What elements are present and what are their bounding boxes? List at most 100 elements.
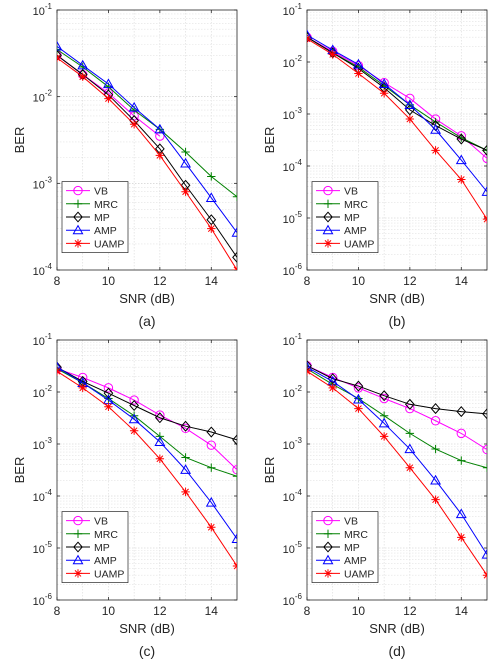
- axes-box: [306, 9, 488, 271]
- legend-label-amp: AMP: [344, 225, 367, 237]
- y-tick-label: 10-2: [283, 54, 303, 70]
- data-point-uamp: [379, 89, 389, 98]
- chart-panel-d: 8 10 12 14 10-6 10-5 10-4 10-3 10-2 10-1 SNR (dB) B…: [262, 332, 488, 659]
- panel-caption: (d): [388, 643, 405, 659]
- data-point-uamp: [207, 523, 216, 532]
- data-point-vb: [482, 444, 487, 455]
- data-point-vb: [155, 410, 165, 420]
- y-tick-label: 10-4: [33, 262, 53, 278]
- y-tick-label: 10-2: [33, 89, 53, 105]
- data-point-mp: [129, 399, 140, 412]
- data-point-amp: [102, 78, 114, 89]
- axes-box: [56, 9, 238, 271]
- series-uamp: [307, 34, 487, 224]
- x-tick-label: 14: [205, 274, 219, 288]
- data-point-mp: [103, 387, 114, 399]
- data-point-uamp: [232, 561, 237, 571]
- legend-marker-amp: [322, 224, 334, 235]
- data-point-uamp: [155, 151, 165, 160]
- data-point-mrc: [207, 172, 216, 181]
- legend-label-mrc: MRC: [94, 199, 118, 211]
- series-line-uamp: [307, 370, 487, 576]
- data-point-vb: [232, 465, 237, 475]
- data-point-amp: [430, 124, 442, 134]
- x-tick-label: 14: [455, 274, 469, 288]
- series-line-uamp: [57, 370, 237, 567]
- data-point-uamp: [457, 533, 466, 542]
- legend-label-vb: VB: [344, 186, 358, 198]
- data-point-amp: [180, 157, 192, 168]
- y-tick-label: 10-3: [33, 175, 53, 191]
- data-point-amp: [180, 464, 192, 474]
- legend-marker-amp: [72, 554, 84, 565]
- chart-panel-b: 8 10 12 14 10-6 10-5 10-4 10-3 10-2 10-1 SNR (dB) B…: [262, 2, 488, 329]
- series-uamp: [57, 367, 237, 571]
- data-point-mp: [456, 406, 467, 418]
- legend-marker-amp: [322, 554, 334, 565]
- data-point-uamp: [155, 454, 165, 463]
- legend-marker-uamp: [73, 569, 83, 578]
- data-point-uamp: [78, 383, 87, 393]
- x-tick-label: 8: [54, 604, 61, 618]
- data-point-mp: [327, 373, 338, 385]
- data-point-uamp: [232, 265, 237, 270]
- series-uamp: [57, 53, 237, 270]
- y-tick-label: 10-4: [33, 488, 53, 504]
- data-point-mp: [180, 420, 191, 432]
- x-tick-label: 10: [102, 604, 116, 618]
- series-line-uamp: [57, 57, 237, 270]
- data-point-uamp: [328, 383, 337, 393]
- legend-label-uamp: UAMP: [94, 568, 124, 580]
- x-axis-label: SNR (dB): [369, 291, 425, 306]
- data-point-uamp: [457, 175, 466, 184]
- y-axis-label: BER: [12, 127, 27, 154]
- y-tick-label: 10-3: [283, 106, 303, 122]
- data-point-amp: [231, 533, 237, 543]
- data-point-amp: [231, 226, 237, 237]
- data-point-mp: [307, 360, 312, 372]
- data-point-mp: [232, 434, 237, 446]
- data-point-mp: [154, 412, 165, 424]
- grid: [307, 10, 487, 270]
- data-point-amp: [481, 548, 487, 559]
- data-point-amp: [455, 154, 467, 165]
- data-point-mrc: [232, 472, 237, 481]
- data-point-amp: [307, 361, 313, 372]
- data-point-amp: [378, 417, 390, 428]
- data-point-vb: [430, 416, 441, 426]
- data-point-uamp: [328, 50, 337, 59]
- data-point-amp: [128, 413, 140, 424]
- data-point-uamp: [104, 94, 113, 103]
- x-tick-label: 8: [304, 274, 311, 288]
- legend-label-mrc: MRC: [94, 529, 118, 541]
- data-point-mp: [57, 361, 62, 373]
- series-line-uamp: [307, 38, 487, 220]
- data-point-mp: [482, 408, 487, 420]
- legend-label-uamp: UAMP: [344, 238, 374, 250]
- legend-marker-mrc: [323, 529, 333, 538]
- y-tick-label: 10-2: [33, 384, 53, 400]
- panel-caption: (c): [139, 643, 155, 659]
- x-tick-label: 10: [352, 604, 366, 618]
- data-point-uamp: [181, 487, 190, 497]
- y-tick-label: 10-6: [283, 262, 303, 278]
- series-mp: [57, 361, 237, 446]
- series-amp: [307, 361, 487, 559]
- x-axis-label: SNR (dB): [369, 621, 425, 636]
- data-point-uamp: [57, 53, 62, 63]
- data-point-mrc: [129, 411, 139, 420]
- data-point-vb: [379, 393, 389, 404]
- y-tick-label: 10-4: [283, 158, 303, 174]
- data-point-uamp: [307, 367, 312, 376]
- data-point-amp: [352, 393, 364, 404]
- data-point-uamp: [379, 432, 389, 441]
- data-point-uamp: [354, 69, 363, 78]
- legend-marker-uamp: [323, 239, 333, 248]
- y-tick-label: 10-1: [33, 332, 53, 348]
- data-point-mrc: [431, 444, 440, 454]
